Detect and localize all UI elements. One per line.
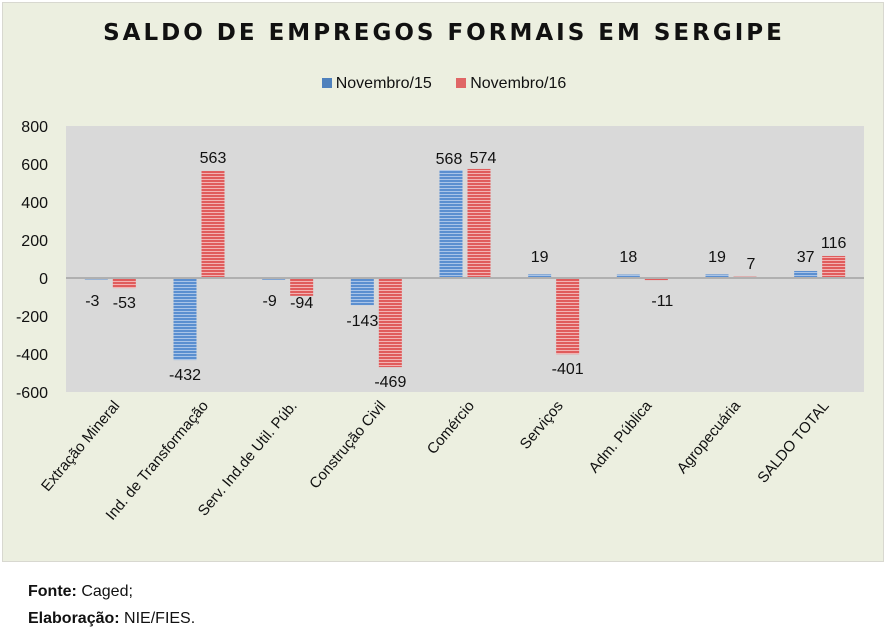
data-label-series-1: 563 bbox=[200, 150, 227, 167]
bar-series-1 bbox=[644, 278, 668, 281]
data-label-series-0: -9 bbox=[263, 293, 277, 310]
bar-series-1 bbox=[112, 278, 136, 289]
bar-series-0 bbox=[616, 274, 640, 278]
x-tick-label: Agropecuária bbox=[674, 397, 745, 477]
y-tick-label: -200 bbox=[16, 309, 48, 326]
bar-series-1 bbox=[822, 255, 846, 278]
data-label-series-1: 574 bbox=[470, 150, 497, 167]
x-tick-label: SALDO TOTAL bbox=[754, 398, 832, 487]
data-label-series-0: 19 bbox=[531, 249, 549, 266]
chart-footer: Fonte: Caged; Elaboração: NIE/FIES. bbox=[28, 578, 195, 632]
x-tick-label: Extração Mineral bbox=[38, 398, 123, 495]
bar-series-1 bbox=[467, 168, 491, 278]
bar-series-0 bbox=[439, 170, 463, 278]
x-tick-label: Ind. de Transformação bbox=[103, 398, 213, 524]
bar-series-1 bbox=[556, 278, 580, 355]
legend-label-series-0: Novembro/15 bbox=[335, 75, 432, 92]
data-label-series-0: 18 bbox=[619, 249, 637, 266]
data-label-series-1: 7 bbox=[747, 256, 756, 273]
source-label: Fonte: bbox=[28, 583, 77, 600]
author-line: Elaboração: NIE/FIES. bbox=[28, 605, 195, 632]
data-label-series-0: 19 bbox=[708, 249, 726, 266]
data-label-series-1: 116 bbox=[821, 235, 847, 252]
y-tick-label: 200 bbox=[21, 233, 48, 250]
y-tick-label: -600 bbox=[16, 385, 48, 402]
data-label-series-1: -53 bbox=[113, 295, 136, 312]
author-value: NIE/FIES. bbox=[124, 610, 196, 627]
x-tick-label: Construção Civil bbox=[306, 398, 389, 493]
x-tick-label: Comércio bbox=[424, 398, 478, 458]
bar-series-0 bbox=[350, 278, 374, 306]
data-label-series-1: -401 bbox=[552, 361, 584, 378]
x-tick-label: Adm. Pública bbox=[586, 397, 656, 476]
legend-label-series-1: Novembro/16 bbox=[470, 75, 567, 92]
y-tick-label: 0 bbox=[39, 271, 48, 288]
legend-item-series-0: Novembro/15 bbox=[321, 75, 432, 93]
author-label: Elaboração: bbox=[28, 610, 120, 627]
x-tick-label: Serv. Ind.de Util. Púb. bbox=[195, 398, 301, 520]
bar-series-0 bbox=[794, 270, 818, 278]
bar-series-0 bbox=[705, 274, 729, 278]
legend-swatch-series-0 bbox=[321, 78, 332, 88]
legend-item-series-1: Novembro/16 bbox=[456, 75, 566, 93]
source-line: Fonte: Caged; bbox=[28, 578, 195, 605]
bar-series-1 bbox=[378, 278, 402, 368]
y-tick-label: 400 bbox=[21, 195, 48, 212]
x-tick-label: Serviços bbox=[517, 398, 567, 453]
bar-chart: 800 600 400 200 0 -200 -400 -600 -3 -53 -432 563 -9… bbox=[16, 119, 864, 524]
y-tick-label: -400 bbox=[16, 347, 48, 364]
data-label-series-1: -94 bbox=[290, 295, 313, 312]
chart-title: SALDO DE EMPREGOS FORMAIS EM SERGIPE bbox=[103, 20, 785, 46]
plot-area bbox=[66, 126, 864, 392]
data-label-series-1: -469 bbox=[374, 374, 406, 391]
source-value: Caged; bbox=[81, 583, 133, 600]
y-tick-label: 800 bbox=[21, 119, 48, 136]
bar-series-1 bbox=[290, 278, 314, 296]
bar-series-0 bbox=[528, 274, 552, 278]
data-label-series-0: 568 bbox=[436, 151, 463, 168]
chart-legend: Novembro/15 Novembro/16 bbox=[0, 75, 888, 93]
bar-series-0 bbox=[173, 278, 197, 361]
legend-swatch-series-1 bbox=[456, 78, 467, 88]
y-tick-label: 600 bbox=[21, 157, 48, 174]
data-label-series-0: -432 bbox=[169, 367, 201, 384]
bar-series-1 bbox=[201, 171, 225, 278]
data-label-series-0: -3 bbox=[85, 293, 99, 310]
data-label-series-0: -143 bbox=[346, 313, 378, 330]
data-label-series-1: -11 bbox=[651, 293, 673, 310]
data-label-series-0: 37 bbox=[797, 249, 815, 266]
